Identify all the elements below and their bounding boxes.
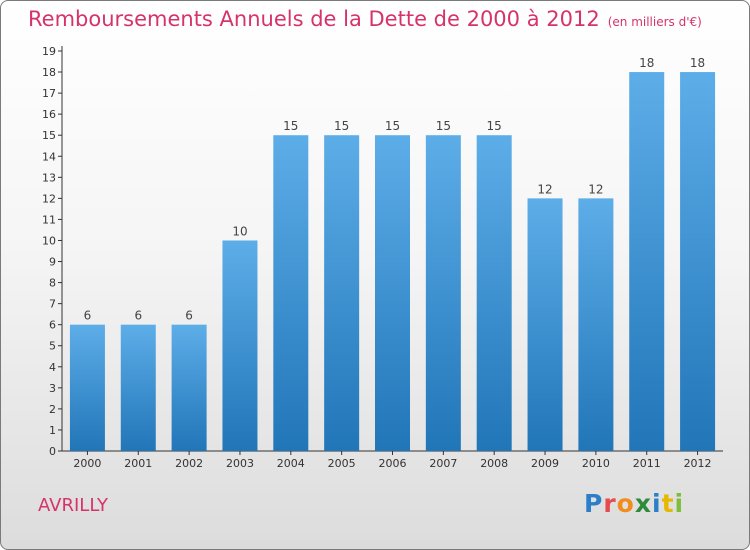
bar: [273, 135, 309, 452]
logo-letter: x: [634, 489, 652, 518]
logo-letter: t: [661, 489, 675, 518]
commune-name: AVRILLY: [38, 495, 108, 516]
data-label: 18: [639, 56, 654, 70]
x-tick-label: 2002: [175, 457, 203, 470]
bar: [680, 72, 716, 451]
x-tick-label: 2008: [480, 457, 508, 470]
data-label: 15: [487, 119, 502, 133]
data-label: 15: [385, 119, 400, 133]
chart-title-text: Remboursements Annuels de la Dette de 20…: [28, 7, 600, 31]
data-label: 18: [690, 56, 705, 70]
y-tick-label: 11: [42, 213, 56, 226]
y-tick-label: 1: [49, 424, 56, 437]
data-label: 10: [232, 224, 247, 238]
chart-title: Remboursements Annuels de la Dette de 20…: [28, 7, 702, 31]
y-tick-label: 8: [49, 277, 56, 290]
bar: [578, 198, 614, 451]
x-tick-label: 2012: [684, 457, 712, 470]
y-tick-label: 14: [42, 150, 56, 163]
x-tick-label: 2011: [633, 457, 661, 470]
bar: [324, 135, 360, 452]
data-label: 12: [588, 182, 603, 196]
bar: [375, 135, 410, 452]
bar: [120, 324, 156, 451]
data-label: 12: [537, 182, 552, 196]
y-tick-label: 12: [42, 192, 56, 205]
x-tick-label: 2009: [531, 457, 559, 470]
bar: [527, 198, 563, 451]
bar: [171, 324, 207, 451]
bar: [222, 240, 258, 451]
y-tick-label: 5: [49, 340, 56, 353]
logo-letter: i: [674, 489, 685, 518]
x-tick-label: 2010: [582, 457, 610, 470]
logo-letter: o: [616, 489, 635, 518]
y-tick-label: 4: [49, 361, 56, 374]
data-label: 15: [283, 119, 298, 133]
logo-letter: P: [584, 489, 604, 518]
x-tick-label: 2007: [429, 457, 457, 470]
chart-bars: 6 6 6 10 15 15 15 15 15 12 12 18 18: [69, 56, 716, 452]
y-tick-label: 0: [49, 445, 56, 458]
bar: [629, 72, 665, 451]
x-tick-label: 2003: [226, 457, 254, 470]
y-tick-label: 7: [49, 298, 56, 311]
bar: [69, 324, 105, 451]
proxiti-logo: Proxiti: [584, 489, 684, 518]
x-tick-label: 2001: [124, 457, 152, 470]
x-tick-label: 2006: [379, 457, 407, 470]
y-tick-label: 9: [49, 256, 56, 269]
y-tick-label: 13: [42, 171, 56, 184]
y-tick-label: 17: [42, 87, 56, 100]
y-tick-label: 3: [49, 382, 56, 395]
y-tick-label: 10: [42, 234, 56, 247]
y-tick-label: 16: [42, 108, 56, 121]
y-tick-label: 15: [42, 129, 56, 142]
x-tick-label: 2004: [277, 457, 305, 470]
y-tick-label: 2: [49, 403, 56, 416]
logo-letter: r: [603, 489, 617, 518]
data-label: 6: [185, 309, 193, 323]
data-label: 15: [436, 119, 451, 133]
bar: [425, 135, 461, 452]
data-label: 6: [84, 309, 92, 323]
data-label: 6: [134, 309, 142, 323]
logo-letter: i: [652, 489, 662, 518]
x-tick-label: 2005: [328, 457, 356, 470]
x-tick-label: 2000: [73, 457, 101, 470]
data-label: 15: [334, 119, 349, 133]
y-tick-label: 19: [42, 45, 56, 58]
y-tick-label: 18: [42, 66, 56, 79]
bar: [476, 135, 512, 452]
chart-unit: (en milliers d'€): [607, 15, 702, 29]
y-tick-label: 6: [49, 319, 56, 332]
